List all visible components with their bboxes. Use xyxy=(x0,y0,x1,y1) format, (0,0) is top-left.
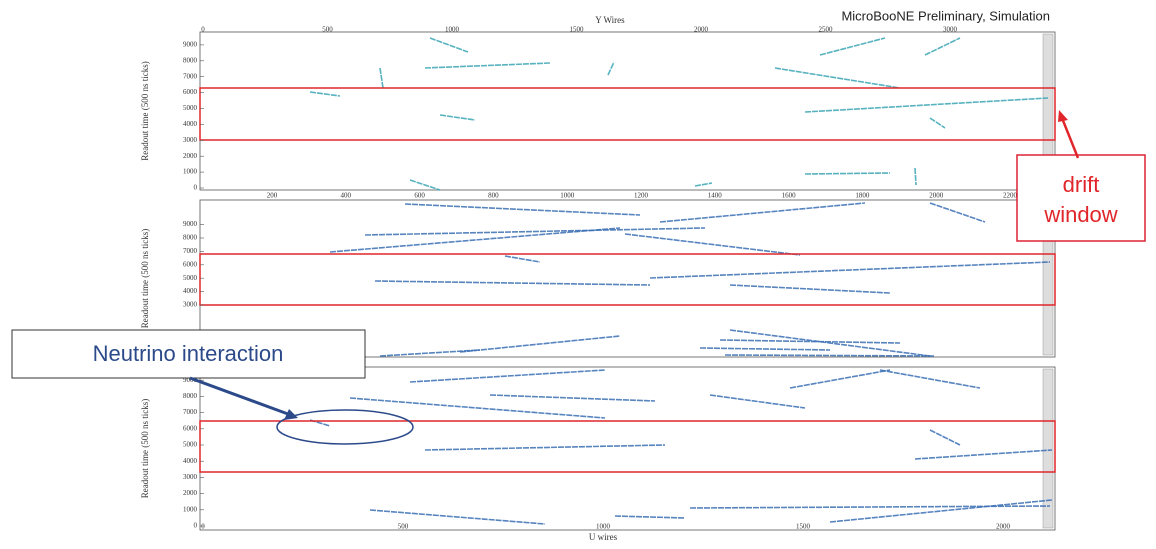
y-tick-label: 9000 xyxy=(183,41,198,49)
x-tick-label: 600 xyxy=(414,192,425,200)
y-tick-label: 0 xyxy=(194,522,198,530)
x-tick-label: 500 xyxy=(322,26,333,34)
x-tick-label: 1200 xyxy=(634,192,649,200)
x-tick-label: 3000 xyxy=(943,26,958,34)
x-tick-label: 2500 xyxy=(819,26,834,34)
x-tick-label: 2200 xyxy=(1003,192,1018,200)
y-tick-label: 7000 xyxy=(183,72,198,80)
track xyxy=(915,168,916,185)
x-tick-label: 2000 xyxy=(694,26,709,34)
y-tick-label: 4000 xyxy=(183,120,198,128)
y-tick-label: 5000 xyxy=(183,441,198,449)
y-tick-label: 4000 xyxy=(183,457,198,465)
x-tick-label: 200 xyxy=(267,192,278,200)
y-tick-label: 9000 xyxy=(183,220,198,228)
y-tick-label: 5000 xyxy=(183,104,198,112)
x-tick-label: 1000 xyxy=(560,192,575,200)
track xyxy=(805,173,890,174)
x-tick-label: 0 xyxy=(201,26,205,34)
callout-text: window xyxy=(1043,202,1117,227)
callout-box xyxy=(1017,155,1145,241)
callout-text: drift xyxy=(1063,172,1100,197)
y-tick-label: 3000 xyxy=(183,136,198,144)
figure: MicroBooNE Preliminary, Simulation Y Wir… xyxy=(0,0,1156,544)
x-axis-label: U wires xyxy=(589,532,618,542)
y-tick-label: 7000 xyxy=(183,247,198,255)
y-tick-label: 8000 xyxy=(183,56,198,64)
y-tick-label: 1000 xyxy=(183,168,198,176)
y-tick-label: 1000 xyxy=(183,505,198,513)
y-tick-label: 6000 xyxy=(183,260,198,268)
arrow xyxy=(1062,118,1078,158)
y-tick-label: 8000 xyxy=(183,234,198,242)
y-axis-label: Readout time (500 ns ticks) xyxy=(140,61,150,160)
y-tick-label: 2000 xyxy=(183,152,198,160)
time-scale xyxy=(1043,369,1053,528)
y-tick-label: 4000 xyxy=(183,287,198,295)
x-tick-label: 1500 xyxy=(796,523,811,531)
y-axis-label: Readout time (500 ns ticks) xyxy=(140,399,150,498)
x-tick-label: 1800 xyxy=(855,192,870,200)
x-tick-label: 2000 xyxy=(996,523,1011,531)
x-tick-label: 1500 xyxy=(570,26,585,34)
figure-title: MicroBooNE Preliminary, Simulation xyxy=(841,8,1050,23)
y-tick-label: 2000 xyxy=(183,489,198,497)
plot-frame xyxy=(200,32,1055,190)
x-tick-label: 500 xyxy=(398,523,409,531)
y-tick-label: 3000 xyxy=(183,473,198,481)
arrow-head xyxy=(1058,110,1068,122)
x-tick-label: 1600 xyxy=(782,192,797,200)
x-tick-label: 1000 xyxy=(596,523,611,531)
y-tick-label: 6000 xyxy=(183,424,198,432)
x-tick-label: 800 xyxy=(488,192,499,200)
x-tick-label: 1000 xyxy=(445,26,460,34)
y-axis-label: Readout time (500 ns ticks) xyxy=(140,229,150,328)
y-tick-label: 0 xyxy=(194,184,198,192)
x-tick-label: 2000 xyxy=(929,192,944,200)
y-tick-label: 6000 xyxy=(183,88,198,96)
x-axis-label: Y Wires xyxy=(595,15,625,25)
plot-frame xyxy=(200,367,1055,530)
x-tick-label: 400 xyxy=(341,192,352,200)
callout-text: Neutrino interaction xyxy=(93,341,284,366)
x-tick-label: 1400 xyxy=(708,192,723,200)
y-tick-label: 5000 xyxy=(183,274,198,282)
x-tick-label: 0 xyxy=(201,523,205,531)
y-tick-label: 8000 xyxy=(183,392,198,400)
y-tick-label: 3000 xyxy=(183,301,198,309)
y-tick-label: 7000 xyxy=(183,408,198,416)
